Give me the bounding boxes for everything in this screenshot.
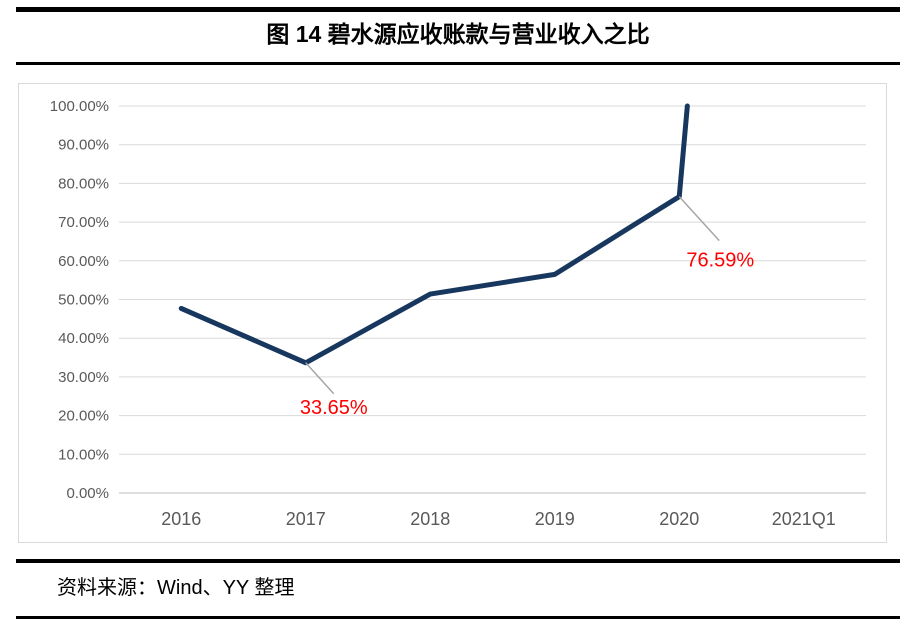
y-tick-label: 70.00% <box>58 214 109 231</box>
x-tick-label: 2017 <box>286 509 326 529</box>
x-tick-label: 2020 <box>659 509 699 529</box>
x-tick-label: 2016 <box>161 509 201 529</box>
line-chart: 100.00% 90.00% 80.00% 70.00% 60.00% 50.00% 40.… <box>50 98 866 529</box>
y-tick-label: 100.00% <box>50 98 109 115</box>
chart-title: 图 14 碧水源应收账款与营业收入之比 <box>266 21 650 47</box>
x-tick-label: 2018 <box>410 509 450 529</box>
y-tick-label: 80.00% <box>58 175 109 192</box>
annotation-leader-line <box>678 196 720 242</box>
y-tick-label: 50.00% <box>58 292 109 309</box>
y-tick-label: 10.00% <box>58 446 109 463</box>
source-note: 资料来源：Wind、YY 整理 <box>57 577 295 599</box>
data-series-line <box>178 103 690 366</box>
y-tick-label: 90.00% <box>58 137 109 154</box>
x-tick-label: 2019 <box>535 509 575 529</box>
y-tick-label: 20.00% <box>58 408 109 425</box>
y-tick-label: 60.00% <box>58 253 109 270</box>
annotation-leader-line <box>305 362 335 395</box>
x-tick-label: 2021Q1 <box>772 509 836 529</box>
bottom-rule <box>16 616 900 619</box>
y-tick-label: 30.00% <box>58 369 109 386</box>
y-tick-label: 0.00% <box>66 485 109 502</box>
annotation-data-label: 76.59% <box>686 250 754 272</box>
y-tick-label: 40.00% <box>58 330 109 347</box>
source-top-rule <box>16 559 900 563</box>
title-underline-rule <box>16 62 900 65</box>
annotation-data-label: 33.65% <box>300 397 368 419</box>
chart-area: 100.00% 90.00% 80.00% 70.00% 60.00% 50.00% 40.… <box>18 83 887 543</box>
top-rule <box>16 7 900 12</box>
